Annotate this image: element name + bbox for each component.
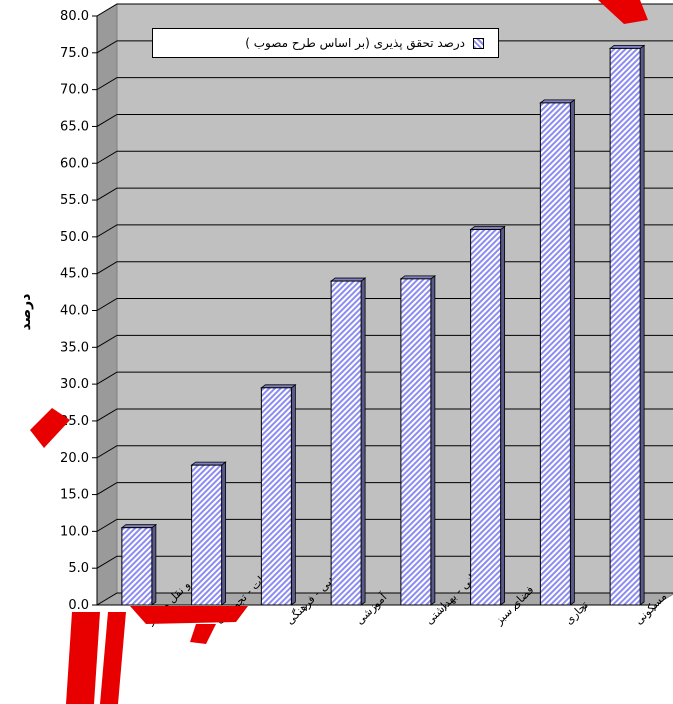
y-tick-label: 10.0 bbox=[60, 524, 89, 539]
y-tick-label: 50.0 bbox=[60, 230, 89, 245]
gridline bbox=[96, 224, 673, 238]
gridline bbox=[96, 187, 673, 201]
bar-side bbox=[639, 44, 645, 606]
bar-side bbox=[290, 384, 296, 606]
y-tick-label: 15.0 bbox=[60, 488, 89, 503]
bar bbox=[191, 464, 223, 606]
watermark bbox=[30, 0, 648, 704]
y-tick-label: 55.0 bbox=[60, 193, 89, 208]
bar-side bbox=[221, 461, 227, 606]
y-tick-label: 0.0 bbox=[68, 598, 89, 613]
gridline bbox=[96, 77, 673, 91]
bar-side bbox=[430, 275, 436, 606]
gridline bbox=[96, 113, 673, 127]
bar bbox=[609, 47, 641, 606]
y-tick-label: 20.0 bbox=[60, 451, 89, 466]
bar bbox=[260, 387, 292, 606]
y-tick-label: 35.0 bbox=[60, 340, 89, 355]
bar bbox=[330, 280, 362, 606]
bar-side bbox=[151, 523, 157, 606]
y-tick-label: 65.0 bbox=[60, 119, 89, 134]
y-tick-label: 60.0 bbox=[60, 156, 89, 171]
bar bbox=[121, 527, 153, 606]
bar-side bbox=[569, 99, 575, 606]
y-tick-label: 80.0 bbox=[60, 9, 89, 24]
bar bbox=[470, 229, 502, 606]
bar bbox=[400, 278, 432, 606]
y-tick-label: 40.0 bbox=[60, 304, 89, 319]
legend-label: درصد تحقق پذیری (بر اساس طرح مصوب ) bbox=[245, 36, 465, 50]
bar-side bbox=[500, 225, 506, 606]
y-axis-label: درصد bbox=[18, 294, 34, 331]
y-tick-label: 5.0 bbox=[68, 561, 89, 576]
y-tick-label: 30.0 bbox=[60, 377, 89, 392]
gridline bbox=[96, 3, 673, 17]
bar bbox=[539, 102, 571, 606]
bar-side bbox=[360, 277, 366, 606]
y-tick-label: 70.0 bbox=[60, 83, 89, 98]
y-tick-label: 45.0 bbox=[60, 267, 89, 282]
gridline bbox=[96, 150, 673, 164]
legend-swatch bbox=[473, 37, 484, 49]
legend: درصد تحقق پذیری (بر اساس طرح مصوب ) bbox=[152, 28, 499, 58]
y-tick-label: 25.0 bbox=[60, 414, 89, 429]
y-tick-label: 75.0 bbox=[60, 46, 89, 61]
